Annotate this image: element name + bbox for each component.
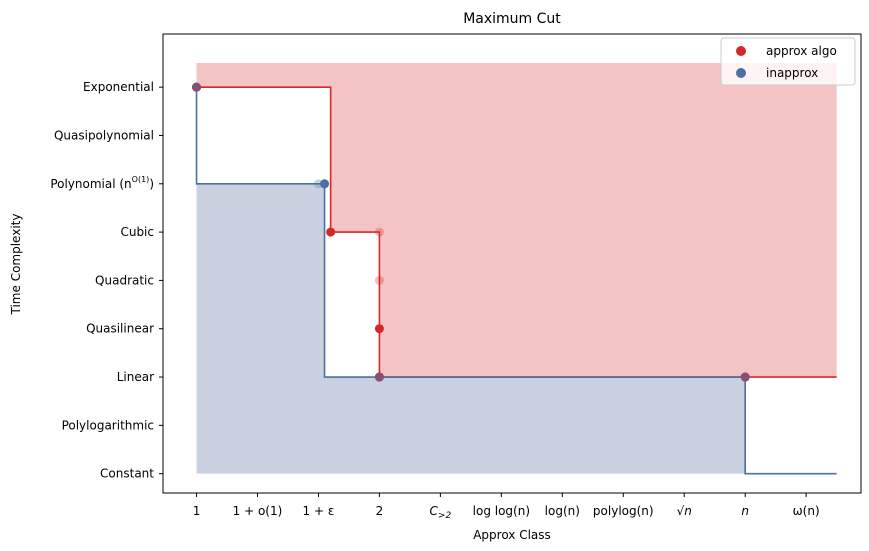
- y-tick-label: Constant: [100, 467, 154, 481]
- approx-algo-point: [326, 227, 336, 237]
- inapprox-frontier-line: [195, 87, 837, 475]
- regions: [196, 62, 837, 474]
- chart-title: Maximum Cut: [463, 11, 561, 27]
- y-axis-title: Time Complexity: [9, 214, 23, 316]
- y-tick-label: Quadratic: [95, 273, 154, 287]
- legend-box: [720, 37, 856, 86]
- y-tick-label: Quasipolynomial: [54, 128, 154, 142]
- approx-algo-point: [374, 275, 384, 285]
- x-tick-label: log log(n): [473, 504, 530, 518]
- legend: approx algo inapprox: [720, 37, 856, 86]
- legend-label-inapprox: inapprox: [766, 66, 818, 80]
- y-tick-label: Polylogarithmic: [62, 418, 154, 432]
- x-tick-label: n: [741, 504, 749, 518]
- y-tick-label: Linear: [117, 370, 154, 384]
- x-tick-label: 2: [376, 504, 384, 518]
- overlap-point: [192, 82, 202, 92]
- x-tick-label: 1: [193, 504, 201, 518]
- x-tick-label: 1 + ε: [303, 504, 335, 518]
- y-axis-ticks: Constant Polylogarithmic Linear Quasilinear…: [50, 80, 163, 481]
- approx-algo-point: [374, 227, 384, 237]
- y-tick-label: Exponential: [83, 80, 154, 94]
- legend-label-approx-algo: approx algo: [766, 44, 837, 58]
- data-points: [192, 82, 750, 382]
- x-axis-ticks: 1 1 + o(1) 1 + ε 2 C>2 log log(n) log(n) polylo…: [193, 493, 820, 521]
- x-tick-label: log(n): [545, 504, 580, 518]
- overlap-point: [374, 372, 384, 382]
- approx-algo-region: [196, 62, 837, 378]
- legend-marker-approx-algo: [736, 46, 746, 56]
- x-tick-label: √n: [677, 504, 692, 518]
- x-tick-label: ω(n): [793, 504, 820, 518]
- inapprox-point: [320, 179, 330, 189]
- y-tick-label: Quasilinear: [86, 322, 154, 336]
- plot-frame: [162, 33, 862, 494]
- x-tick-label: polylog(n): [593, 504, 654, 518]
- overlap-point: [740, 372, 750, 382]
- y-tick-label: Cubic: [120, 225, 154, 239]
- y-tick-label: Polynomial (nO(1)): [50, 175, 154, 191]
- inapprox-point: [313, 179, 323, 189]
- x-axis-title: Approx Class: [473, 528, 551, 542]
- legend-marker-inapprox: [736, 68, 746, 78]
- approx-algo-point: [374, 324, 384, 334]
- x-tick-label: 1 + o(1): [233, 504, 283, 518]
- x-tick-label: C>2: [430, 504, 452, 521]
- frontier-lines: [195, 86, 837, 475]
